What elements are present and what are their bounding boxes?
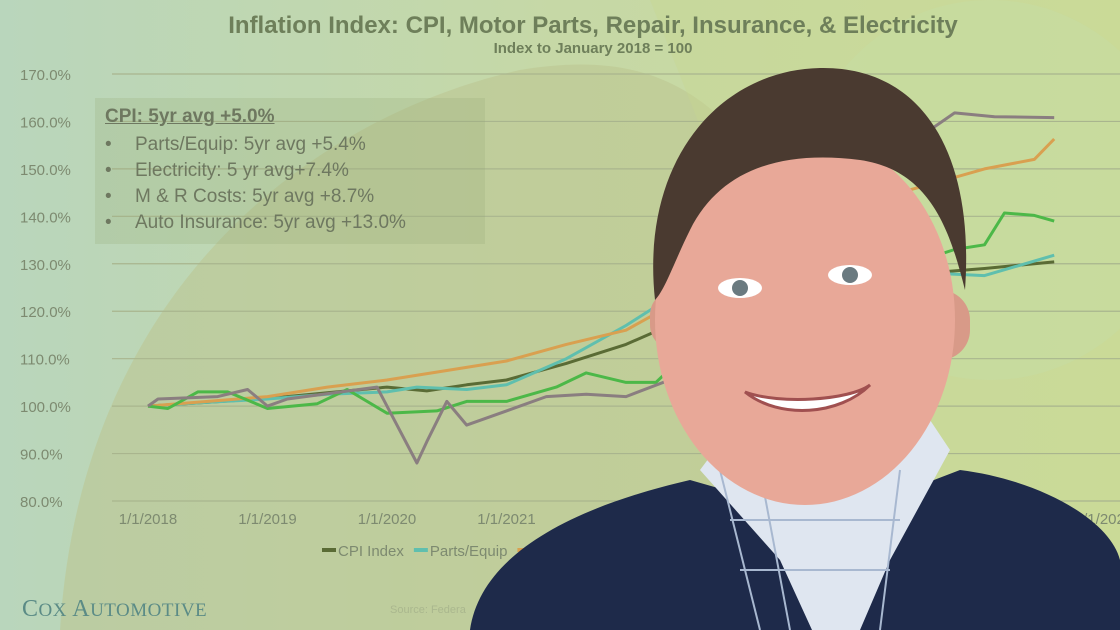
y-tick-label: 150.0% bbox=[20, 162, 71, 179]
series-line-2 bbox=[147, 137, 1056, 408]
source-note: Source: Federa bbox=[390, 604, 466, 616]
y-tick-label: 90.0% bbox=[20, 447, 63, 464]
y-tick-label: 140.0% bbox=[20, 209, 71, 226]
y-tick-label: 160.0% bbox=[20, 114, 71, 131]
note-item: Parts/Equip: 5yr avg +5.4% bbox=[105, 132, 406, 158]
cox-automotive-logo: COX AUTOMOTIVE bbox=[22, 596, 208, 622]
annotation-box: CPI: 5yr avg +5.0% Parts/Equip: 5yr avg … bbox=[95, 98, 485, 244]
chart-title: Inflation Index: CPI, Motor Parts, Repai… bbox=[228, 12, 958, 39]
cpi-note: CPI: 5yr avg +5.0% bbox=[105, 106, 275, 127]
x-tick-label: 1/1/2021 bbox=[477, 511, 535, 528]
y-tick-label: 110.0% bbox=[20, 352, 70, 369]
note-item: Auto Insurance: 5yr avg +13.0% bbox=[105, 210, 406, 236]
y-tick-label: 100.0% bbox=[20, 399, 71, 416]
note-list: Parts/Equip: 5yr avg +5.4% Electricity: … bbox=[105, 132, 406, 236]
chart-subtitle: Index to January 2018 = 100 bbox=[493, 40, 693, 57]
note-item: M & R Costs: 5yr avg +8.7% bbox=[105, 184, 406, 210]
x-tick-label: 1/1/2019 bbox=[238, 511, 296, 528]
x-tick-label: 1/1/2020 bbox=[358, 511, 416, 528]
note-item: Electricity: 5 yr avg+7.4% bbox=[105, 158, 406, 184]
x-tick-label: 1/1/2018 bbox=[119, 511, 177, 528]
y-tick-label: 170.0% bbox=[20, 67, 71, 84]
y-tick-label: 80.0% bbox=[20, 494, 63, 511]
legend-label: Parts/Equip bbox=[430, 543, 508, 560]
legend-label: CPI Index bbox=[338, 543, 404, 560]
y-tick-label: 120.0% bbox=[20, 304, 71, 321]
y-tick-label: 130.0% bbox=[20, 257, 71, 274]
